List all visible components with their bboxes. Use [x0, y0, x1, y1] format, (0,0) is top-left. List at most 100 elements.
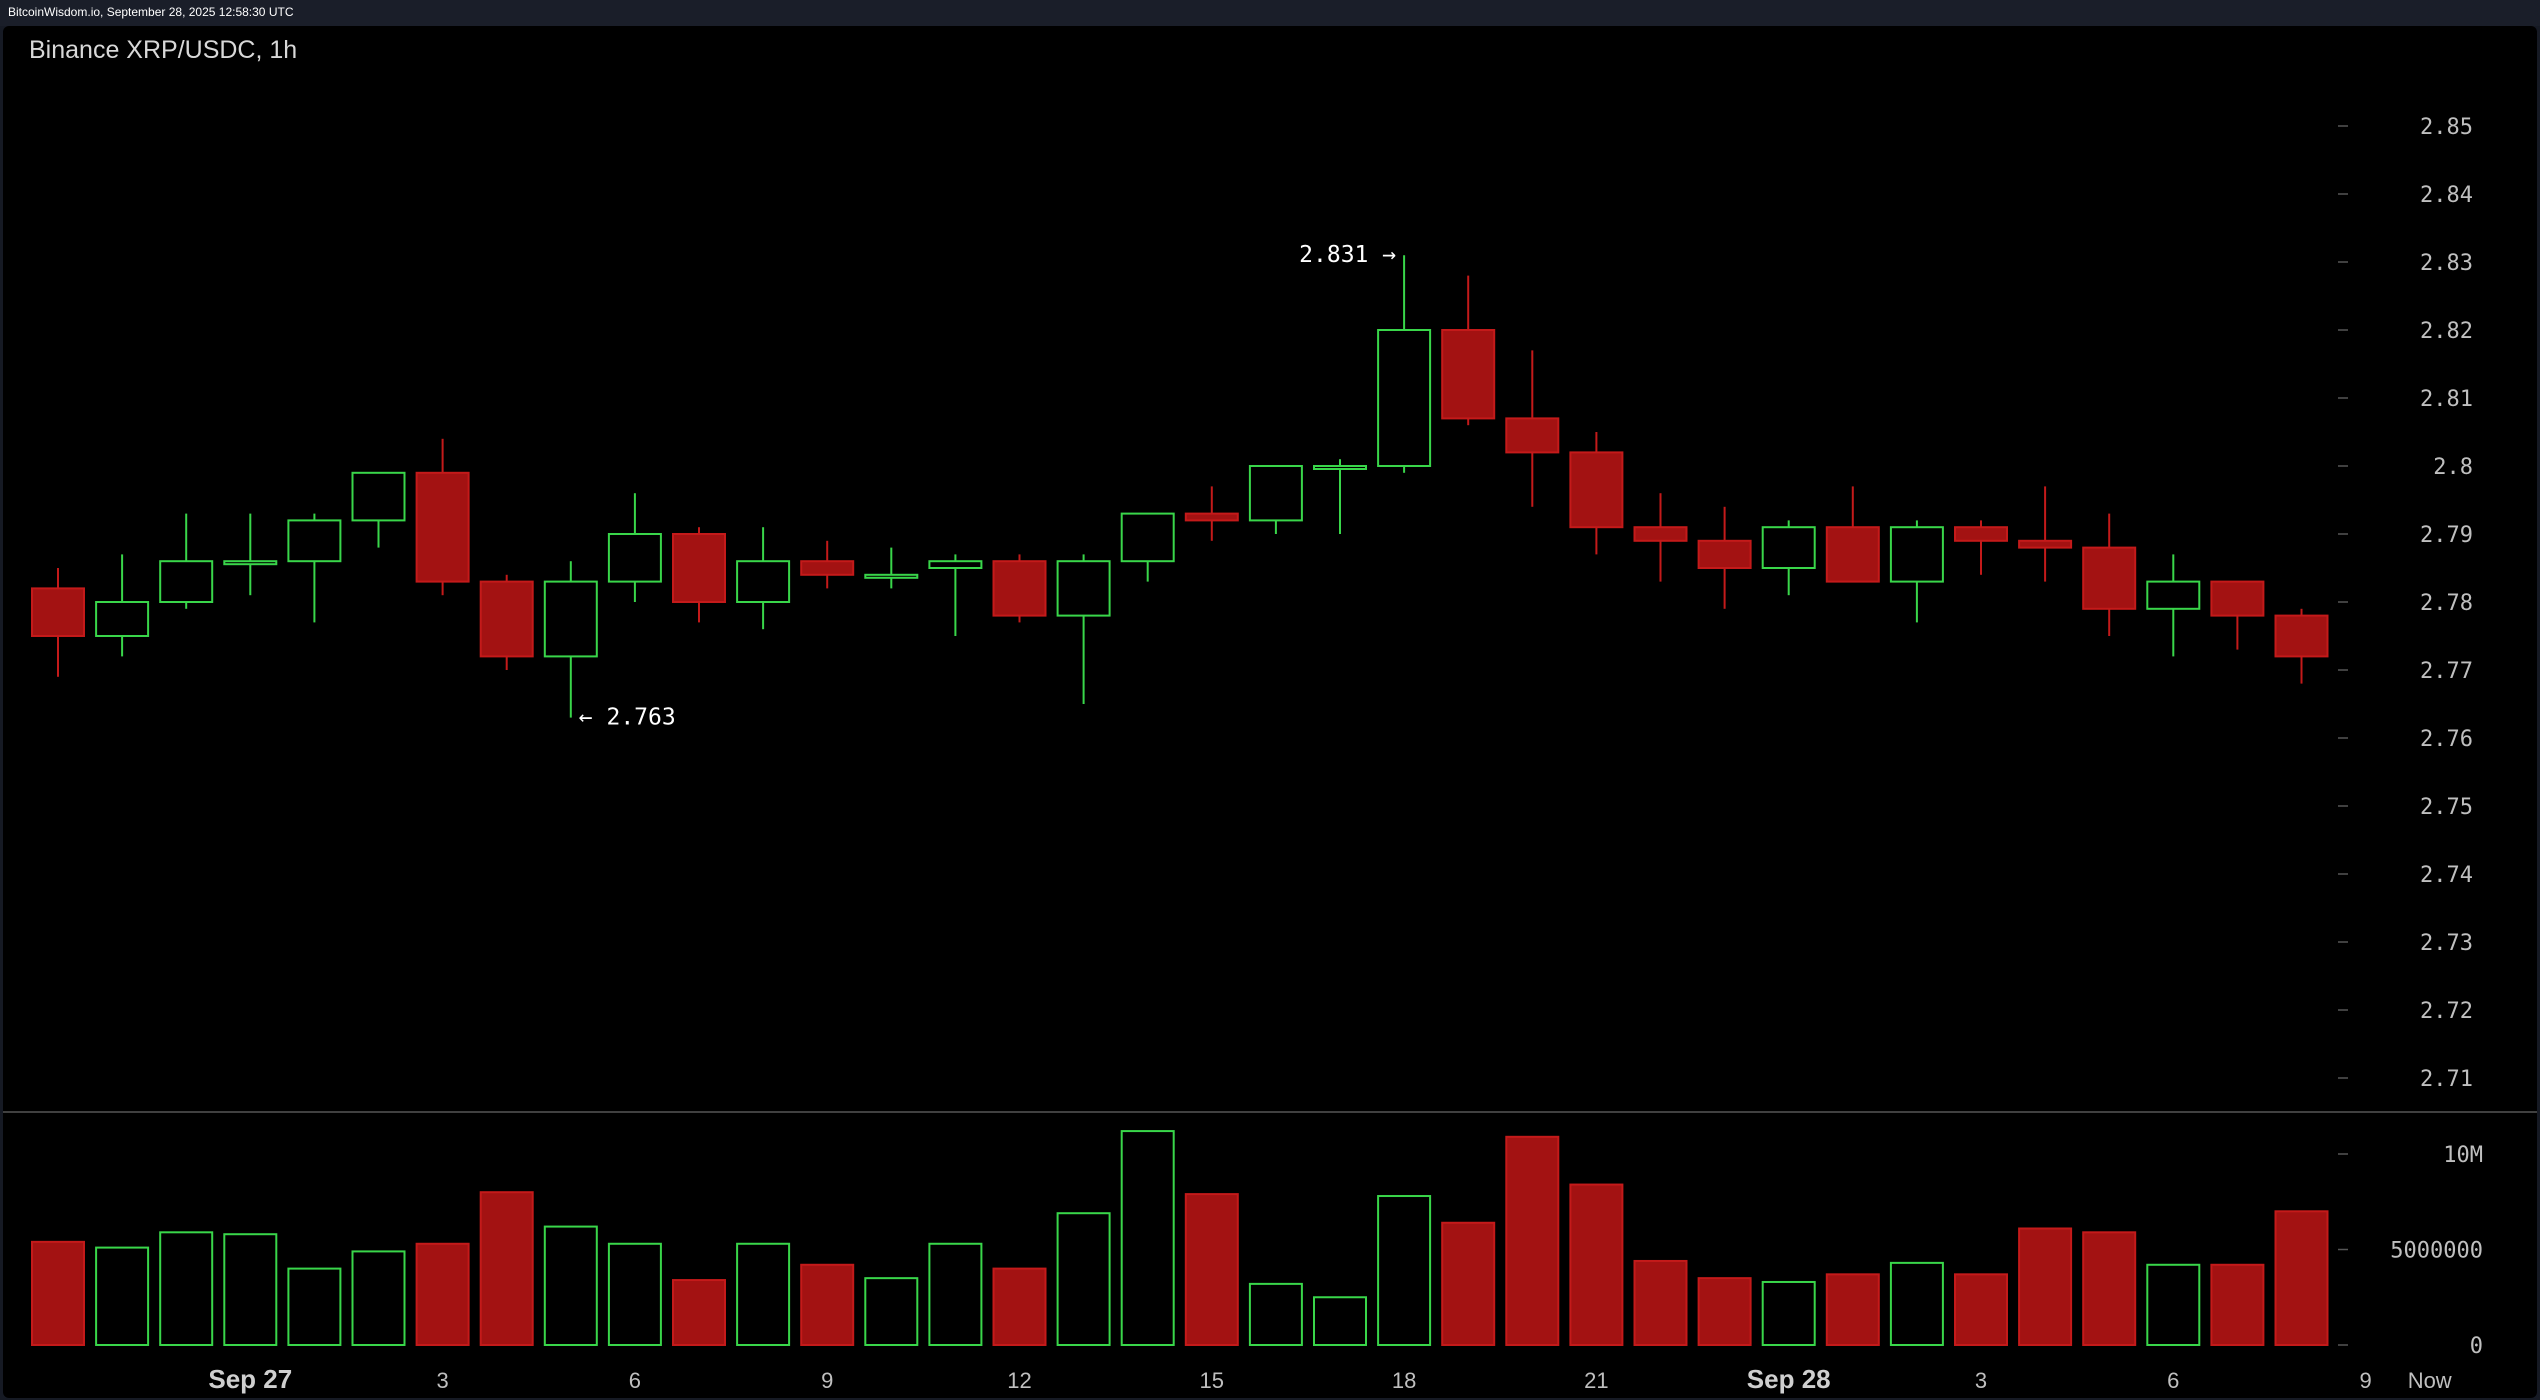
candle-body-down	[1441, 329, 1496, 420]
volume-bar-up	[223, 1233, 278, 1346]
volume-bar-down	[2018, 1227, 2073, 1346]
volume-bar-up	[864, 1277, 919, 1347]
candle-body-down	[2018, 539, 2073, 549]
volume-bar-down	[1825, 1273, 1880, 1346]
volume-bar-down	[415, 1242, 470, 1347]
volume-tick-label: 5000000	[2390, 1239, 2483, 1264]
x-axis-label: Now	[2408, 1368, 2452, 1393]
x-axis-label: 3	[436, 1368, 448, 1393]
volume-bar-up	[1056, 1212, 1111, 1346]
volume-bar-down	[1505, 1135, 1560, 1347]
price-tick-label: 2.71	[2420, 1067, 2473, 1092]
volume-bar-up	[1377, 1195, 1432, 1347]
volume-bar-up	[1313, 1296, 1367, 1346]
candle-body-down	[2210, 580, 2265, 617]
price-tick-label: 2.8	[2433, 455, 2473, 480]
x-axis-label: 6	[629, 1368, 641, 1393]
candle-body-up	[351, 471, 406, 522]
chart-canvas: 2.85 2.84 2.83 2.82 2.81 2.8 2.79 2.78 2.77 2.76 2…	[3, 115, 2537, 1394]
candle-body-down	[31, 587, 85, 638]
candle-body-up	[1377, 329, 1432, 467]
candle-body-down	[992, 560, 1047, 617]
volume-bar-down	[1569, 1183, 1624, 1347]
volume-bar-up	[928, 1242, 983, 1347]
candle-body-down	[1184, 512, 1239, 522]
volume-bar-down	[2082, 1231, 2137, 1347]
volume-bar-down	[1697, 1277, 1752, 1347]
candle-body-up	[1056, 560, 1111, 617]
candle-body-up	[1889, 526, 1944, 583]
candle-body-down	[672, 533, 726, 603]
x-axis-label: Sep 27	[208, 1364, 292, 1394]
candle-body-up	[736, 560, 791, 604]
x-axis-label: 15	[1200, 1368, 1224, 1393]
volume-bar-down	[1633, 1259, 1688, 1346]
price-tick-label: 2.85	[2420, 115, 2473, 140]
volume-bar-down	[992, 1267, 1047, 1346]
x-axis-label: 21	[1584, 1368, 1608, 1393]
candle-body-down	[1569, 451, 1624, 529]
volume-tick-label: 0	[2470, 1334, 2483, 1359]
volume-bar-up	[95, 1246, 150, 1346]
candle-body-down	[1633, 526, 1688, 542]
candle-body-up	[223, 560, 278, 566]
volume-bar-down	[800, 1263, 855, 1347]
volume-bar-up	[351, 1250, 406, 1347]
volume-bar-up	[543, 1225, 598, 1346]
volume-bar-up	[1889, 1261, 1944, 1346]
volume-tick-label: 10M	[2443, 1143, 2483, 1168]
candle-body-up	[1761, 526, 1816, 570]
candle-body-down	[479, 580, 534, 658]
candle-body-down	[1954, 526, 2008, 542]
top-bar: BitcoinWisdom.io, September 28, 2025 12:…	[0, 0, 2540, 26]
volume-bar-up	[1248, 1282, 1303, 1347]
candle-body-down	[415, 471, 470, 583]
candle-body-up	[95, 601, 150, 637]
volume-bar-up	[736, 1242, 791, 1347]
volume-bar-down	[1184, 1193, 1239, 1346]
candle-body-down	[800, 560, 855, 576]
candle-body-up	[864, 573, 919, 579]
low-price-annotation: ← 2.763	[579, 705, 676, 731]
header-text: BitcoinWisdom.io, September 28, 2025 12:…	[8, 5, 294, 19]
volume-bar-up	[607, 1242, 662, 1347]
volume-bar-down	[479, 1191, 534, 1346]
candle-body-up	[287, 519, 342, 563]
price-tick-label: 2.72	[2420, 999, 2473, 1024]
x-axis-label: 18	[1392, 1368, 1416, 1393]
x-axis-label: 9	[2359, 1368, 2371, 1393]
candle-body-down	[1505, 417, 1560, 454]
price-tick-label: 2.77	[2420, 659, 2473, 684]
price-tick-label: 2.82	[2420, 319, 2473, 344]
volume-bar-up	[1120, 1130, 1175, 1346]
x-axis-label: 9	[821, 1368, 833, 1393]
x-axis-label: 3	[1975, 1368, 1987, 1393]
price-tick-label: 2.75	[2420, 795, 2473, 820]
price-tick-label: 2.81	[2420, 387, 2473, 412]
x-axis-label: Sep 28	[1747, 1364, 1831, 1394]
chart-title: Binance XRP/USDC, 1h	[29, 36, 298, 64]
candle-body-up	[928, 560, 983, 570]
high-price-annotation: 2.831 →	[1299, 242, 1396, 268]
volume-bar-down	[672, 1279, 726, 1347]
candle-body-down	[2274, 614, 2329, 658]
price-tick-label: 2.73	[2420, 931, 2473, 956]
price-tick-label: 2.74	[2420, 863, 2473, 888]
candle-body-up	[1248, 465, 1303, 522]
volume-bar-down	[2274, 1210, 2329, 1347]
candle-body-up	[607, 533, 662, 583]
candle-body-up	[159, 560, 214, 604]
candle-body-down	[2082, 546, 2137, 610]
x-axis-label: 6	[2167, 1368, 2179, 1393]
volume-bar-up	[159, 1231, 214, 1347]
volume-bar-down	[1441, 1221, 1496, 1347]
candle-body-up	[543, 580, 598, 658]
volume-bar-down	[1954, 1273, 2008, 1346]
volume-bar-up	[2146, 1263, 2201, 1347]
price-tick-label: 2.79	[2420, 523, 2473, 548]
candle-body-down	[1697, 539, 1752, 569]
candle-body-up	[2146, 580, 2201, 610]
price-tick-label: 2.84	[2420, 183, 2473, 208]
price-tick-label: 2.78	[2420, 591, 2473, 616]
candle-body-up	[1120, 512, 1175, 563]
